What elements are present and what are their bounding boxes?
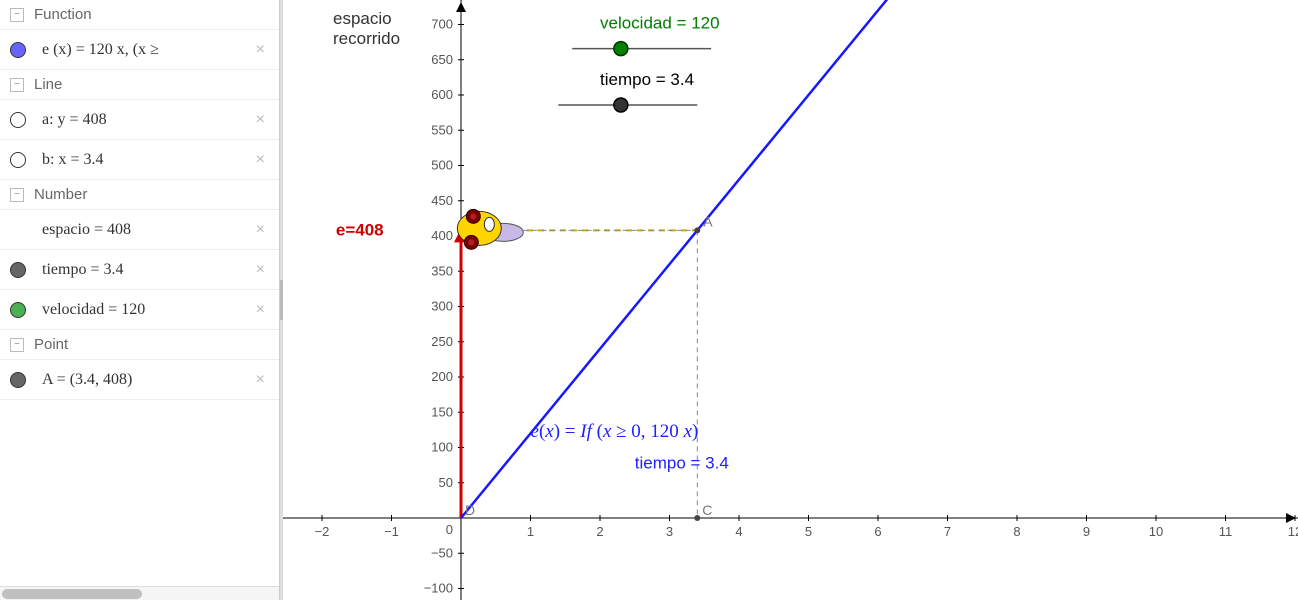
svg-text:10: 10	[1149, 524, 1163, 539]
visibility-dot[interactable]	[10, 372, 26, 388]
item-point-a[interactable]: A = (3.4, 408) ×	[0, 360, 279, 400]
svg-text:100: 100	[431, 440, 453, 455]
algebra-sidebar: − Function e (x) = 120 x, (x ≥ × − Line …	[0, 0, 280, 600]
svg-text:−50: −50	[431, 545, 453, 560]
collapse-icon[interactable]: −	[10, 78, 24, 92]
svg-text:tiempo = 3.4: tiempo = 3.4	[600, 70, 694, 89]
svg-text:50: 50	[439, 475, 453, 490]
item-label: A = (3.4, 408)	[42, 371, 252, 389]
svg-text:550: 550	[431, 122, 453, 137]
close-icon[interactable]: ×	[252, 221, 269, 239]
close-icon[interactable]: ×	[252, 151, 269, 169]
svg-text:4: 4	[735, 524, 742, 539]
close-icon[interactable]: ×	[252, 301, 269, 319]
svg-text:250: 250	[431, 334, 453, 349]
svg-text:200: 200	[431, 369, 453, 384]
svg-text:−2: −2	[315, 524, 330, 539]
svg-text:150: 150	[431, 404, 453, 419]
svg-text:400: 400	[431, 228, 453, 243]
close-icon[interactable]: ×	[252, 261, 269, 279]
svg-text:450: 450	[431, 193, 453, 208]
item-function-e[interactable]: e (x) = 120 x, (x ≥ ×	[0, 30, 279, 70]
item-line-b[interactable]: b: x = 3.4 ×	[0, 140, 279, 180]
section-title: Number	[34, 186, 87, 203]
svg-text:700: 700	[431, 17, 453, 32]
section-point-header[interactable]: − Point	[0, 330, 279, 360]
svg-text:tiempo = 3.4: tiempo = 3.4	[635, 454, 729, 473]
close-icon[interactable]: ×	[252, 41, 269, 59]
svg-text:500: 500	[431, 158, 453, 173]
svg-text:11: 11	[1219, 524, 1233, 539]
svg-text:−100: −100	[424, 581, 453, 596]
item-num-velocidad[interactable]: velocidad = 120 ×	[0, 290, 279, 330]
collapse-icon[interactable]: −	[10, 8, 24, 22]
svg-text:600: 600	[431, 87, 453, 102]
svg-text:−1: −1	[384, 524, 399, 539]
svg-text:1: 1	[527, 524, 534, 539]
svg-text:D: D	[465, 502, 475, 518]
visibility-dot[interactable]	[10, 42, 26, 58]
scrollbar-thumb[interactable]	[2, 589, 142, 599]
item-label: e (x) = 120 x, (x ≥	[42, 41, 252, 59]
svg-text:7: 7	[944, 524, 951, 539]
svg-text:0: 0	[446, 522, 453, 537]
visibility-dot[interactable]	[10, 262, 26, 278]
section-line-header[interactable]: − Line	[0, 70, 279, 100]
svg-text:velocidad = 120: velocidad = 120	[600, 14, 720, 33]
svg-text:9: 9	[1083, 524, 1090, 539]
svg-text:12: 12	[1288, 524, 1298, 539]
svg-text:350: 350	[431, 263, 453, 278]
close-icon[interactable]: ×	[252, 111, 269, 129]
item-num-espacio[interactable]: espacio = 408 ×	[0, 210, 279, 250]
item-label: espacio = 408	[42, 221, 252, 239]
svg-text:e=408: e=408	[336, 220, 384, 239]
section-number-header[interactable]: − Number	[0, 180, 279, 210]
svg-text:e(x) = If (x ≥ 0, 120 x): e(x) = If (x ≥ 0, 120 x)	[531, 421, 699, 442]
item-line-a[interactable]: a: y = 408 ×	[0, 100, 279, 140]
item-label: velocidad = 120	[42, 301, 252, 319]
visibility-dot[interactable]	[10, 152, 26, 168]
svg-text:3: 3	[666, 524, 673, 539]
svg-text:2: 2	[596, 524, 603, 539]
item-label: tiempo = 3.4	[42, 261, 252, 279]
close-icon[interactable]: ×	[252, 371, 269, 389]
svg-text:5: 5	[805, 524, 812, 539]
section-title: Function	[34, 6, 92, 23]
svg-text:espacio: espacio	[333, 9, 392, 28]
horizontal-scrollbar[interactable]	[0, 586, 279, 600]
item-label: a: y = 408	[42, 111, 252, 129]
visibility-dot[interactable]	[10, 302, 26, 318]
svg-text:C: C	[702, 502, 712, 518]
graph-svg[interactable]: −2−1123456789101112−100−5050100150200250…	[283, 0, 1298, 600]
collapse-icon[interactable]: −	[10, 338, 24, 352]
svg-text:A: A	[703, 213, 713, 229]
visibility-dot[interactable]	[10, 112, 26, 128]
graphics-view[interactable]: −2−1123456789101112−100−5050100150200250…	[283, 0, 1298, 600]
collapse-icon[interactable]: −	[10, 188, 24, 202]
svg-text:300: 300	[431, 299, 453, 314]
item-num-tiempo[interactable]: tiempo = 3.4 ×	[0, 250, 279, 290]
section-title: Point	[34, 336, 68, 353]
section-title: Line	[34, 76, 62, 93]
section-function-header[interactable]: − Function	[0, 0, 279, 30]
svg-text:6: 6	[874, 524, 881, 539]
svg-text:recorrido: recorrido	[333, 29, 400, 48]
svg-text:650: 650	[431, 52, 453, 67]
svg-text:8: 8	[1013, 524, 1020, 539]
item-label: b: x = 3.4	[42, 151, 252, 169]
